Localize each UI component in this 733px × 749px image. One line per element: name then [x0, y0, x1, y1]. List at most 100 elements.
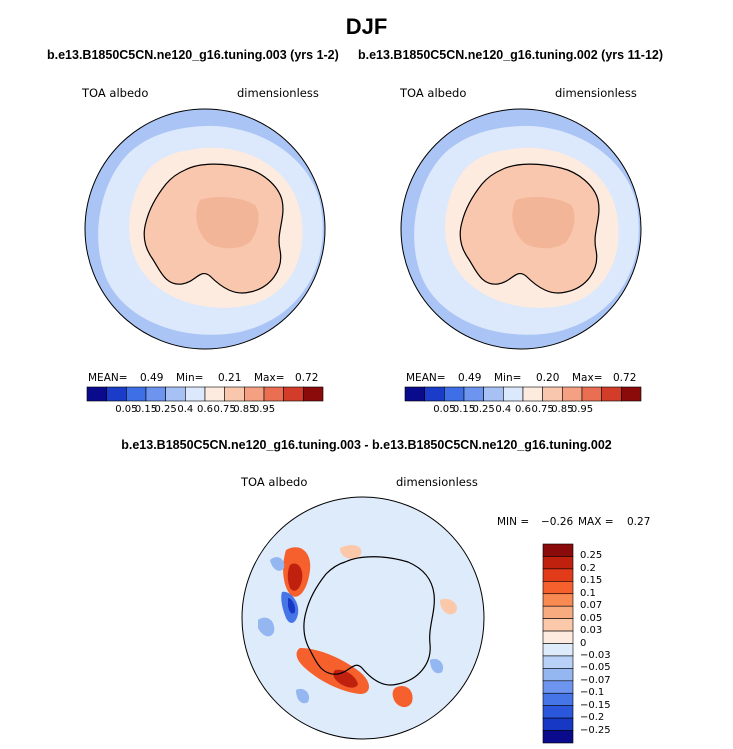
map-boundary	[400, 108, 642, 350]
colorbar-swatch	[542, 630, 574, 644]
left-max-label: Max=	[254, 372, 285, 384]
right-colorbar	[404, 386, 642, 402]
colorbar-tick-label: 0.4	[177, 404, 194, 415]
run-label-right: b.e13.B1850C5CN.ne120_g16.tuning.002 (yr…	[358, 48, 664, 62]
difference-label: b.e13.B1850C5CN.ne120_g16.tuning.003 - b…	[121, 438, 612, 452]
colorbar-tick-label: 0.6	[515, 404, 531, 415]
colorbar-swatch	[542, 556, 574, 570]
left-min-label: Min=	[176, 372, 204, 384]
map-boundary	[84, 108, 326, 350]
colorbar-swatch	[542, 717, 574, 731]
near-zero-field	[242, 497, 484, 739]
continent-interior	[196, 197, 259, 249]
colorbar-swatch	[542, 581, 574, 595]
colorbar-tick-label: −0.1	[580, 687, 605, 699]
colorbar-swatch	[542, 568, 574, 582]
weak-positive-anomaly	[440, 598, 457, 615]
colorbar-tick-label: 0.1	[580, 587, 596, 599]
right-max-value: 0.72	[613, 372, 637, 384]
weak-negative-anomaly	[258, 617, 275, 637]
left-variable-label: TOA albedo	[82, 86, 149, 100]
diff-min-value: −0.26	[541, 516, 574, 528]
colorbar-swatch	[542, 593, 574, 607]
continent-interior	[512, 197, 575, 249]
colorbar-swatch	[542, 618, 574, 632]
coastline	[303, 556, 435, 686]
run-label-left: b.e13.B1850C5CN.ne120_g16.tuning.003 (yr…	[47, 48, 339, 62]
colorbar-tick-label: 0.95	[570, 404, 594, 415]
coastline	[459, 163, 600, 294]
colorbar-tick-label: −0.25	[580, 724, 611, 736]
map-boundary	[241, 496, 485, 740]
colorbar-tick-label: 0.07	[580, 600, 603, 612]
colorbar-tick-label: 0.15	[580, 575, 603, 587]
weak-negative-anomaly	[270, 557, 285, 571]
colorbar-tick-label: 0.15	[452, 404, 476, 415]
weak-positive-anomaly	[340, 545, 362, 559]
colorbar-swatch	[542, 543, 574, 557]
colorbar-tick-label: 0.2	[580, 562, 596, 574]
colorbar-tick-label: 0	[580, 637, 587, 649]
strong-positive-anomaly	[287, 563, 303, 591]
right-min-value: 0.20	[536, 372, 560, 384]
colorbar-tick-label: 0.05	[580, 612, 603, 624]
colorbar-tick-label: −0.07	[580, 674, 611, 686]
colorbar-swatch	[542, 605, 574, 619]
left-max-value: 0.72	[295, 372, 319, 384]
page-title: DJF	[345, 14, 388, 39]
colorbar-tick-label: 0.95	[252, 404, 276, 415]
weak-negative-anomaly	[296, 688, 310, 704]
right-colorbar-ticks: 0.05 0.15 0.25 0.4 0.6 0.75 0.85 0.95	[405, 404, 641, 418]
difference-colorbar	[542, 543, 574, 744]
strong-negative-anomaly	[288, 598, 296, 614]
colorbar-swatch	[542, 655, 574, 669]
left-units-label: dimensionless	[237, 86, 319, 100]
difference-colorbar-ticks: 0.25 0.2 0.15 0.1 0.07 0.05 0.03 0 −0.03 −0.05 −0.…	[580, 544, 640, 743]
colorbar-swatch	[542, 680, 574, 694]
right-min-label: Min=	[494, 372, 522, 384]
colorbar-tick-label: 0.03	[580, 625, 603, 637]
colorbar-tick-label: −0.15	[580, 699, 611, 711]
diff-max-value: 0.27	[627, 516, 651, 528]
colorbar-swatch	[542, 692, 574, 706]
diff-variable-label: TOA albedo	[241, 475, 308, 489]
colorbar-swatch	[303, 386, 324, 402]
left-mean-value: 0.49	[140, 372, 164, 384]
coastline	[143, 163, 284, 294]
colorbar-swatch	[542, 668, 574, 682]
colorbar-tick-label: 0.85	[233, 404, 256, 415]
colorbar-tick-label: 0.75	[531, 404, 554, 415]
colorbar-tick-label: 0.4	[495, 404, 512, 415]
right-max-label: Max=	[572, 372, 603, 384]
left-colorbar-ticks: 0.05 0.15 0.25 0.4 0.6 0.75 0.85 0.95	[87, 404, 323, 418]
right-mean-value: 0.49	[458, 372, 482, 384]
colorbar-tick-label: 0.15	[134, 404, 158, 415]
right-units-label: dimensionless	[555, 86, 637, 100]
colorbar-swatch	[621, 386, 642, 402]
diff-min-label: MIN =	[497, 516, 530, 528]
colorbar-tick-label: 0.25	[580, 550, 603, 562]
colorbar-swatch	[542, 730, 574, 744]
left-colorbar	[86, 386, 324, 402]
colorbar-tick-label: −0.03	[580, 649, 611, 661]
colorbar-tick-label: 0.6	[197, 404, 213, 415]
colorbar-tick-label: 0.05	[433, 404, 456, 415]
colorbar-swatch	[542, 643, 574, 657]
colorbar-tick-label: 0.75	[213, 404, 236, 415]
colorbar-tick-label: 0.25	[472, 404, 495, 415]
right-variable-label: TOA albedo	[400, 86, 467, 100]
colorbar-tick-label: 0.85	[551, 404, 574, 415]
colorbar-tick-label: 0.05	[115, 404, 138, 415]
weak-negative-anomaly	[430, 658, 444, 674]
colorbar-tick-label: 0.25	[154, 404, 177, 415]
colorbar-tick-label: −0.05	[580, 662, 611, 674]
diff-max-label: MAX =	[578, 516, 614, 528]
right-mean-label: MEAN=	[406, 372, 446, 384]
colorbar-swatch	[542, 705, 574, 719]
left-mean-label: MEAN=	[88, 372, 128, 384]
left-min-value: 0.21	[218, 372, 242, 384]
colorbar-tick-label: −0.2	[580, 712, 605, 724]
positive-anomaly	[392, 685, 413, 708]
